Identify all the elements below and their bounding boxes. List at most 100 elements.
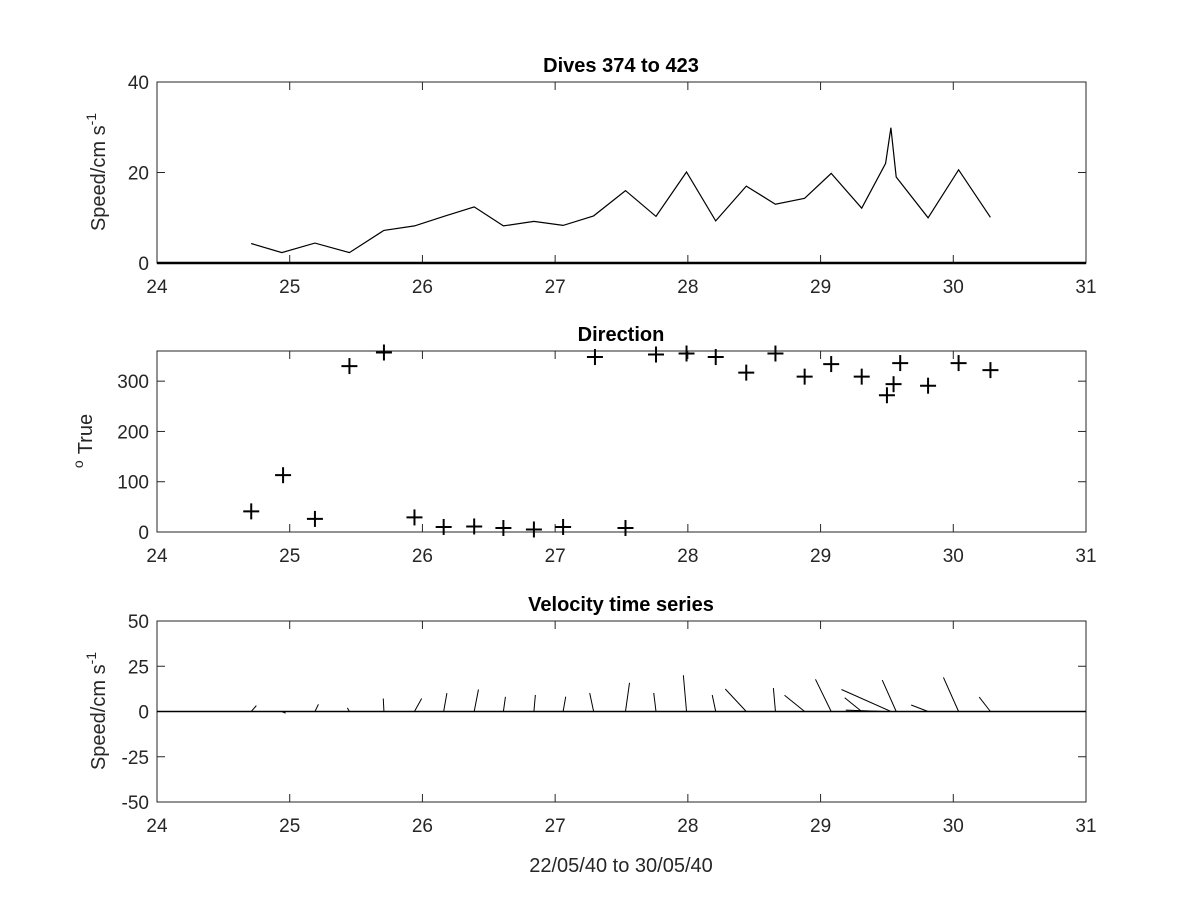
direction-xtick-label: 24 [146, 546, 168, 567]
direction-panel-ylabel: o True [70, 414, 97, 468]
direction-ytick-label: 0 [138, 523, 149, 544]
speed-xtick-label: 30 [943, 277, 964, 298]
speed-xtick-label: 24 [146, 277, 168, 298]
velocity-stick [784, 694, 805, 712]
direction-point [885, 376, 902, 393]
svg-text:oTrue: o True [70, 414, 97, 468]
velocity-stick [382, 698, 385, 712]
velocity-stick [815, 679, 832, 712]
velocity-stick [314, 704, 319, 712]
velocity-stick [772, 688, 776, 712]
velocity-ytick-label: -25 [122, 748, 149, 769]
velocity-ytick-label: 0 [138, 703, 149, 724]
direction-point [950, 355, 967, 372]
speed-xtick-label: 25 [279, 277, 300, 298]
velocity-xtick-label: 27 [545, 816, 566, 837]
velocity-xtick-label: 25 [279, 816, 300, 837]
svg-text:Speed/cm s-1: Speed/cm s-1 [83, 652, 110, 770]
velocity-stick [473, 689, 479, 712]
direction-point [435, 518, 452, 535]
velocity-stick [978, 696, 991, 712]
direction-xtick-label: 31 [1075, 546, 1096, 567]
velocity-stick [502, 696, 506, 712]
speed-xtick-label: 28 [677, 277, 698, 298]
direction-plot-frame [156, 350, 1087, 533]
velocity-stick [910, 704, 929, 712]
speed-xtick-label: 29 [810, 277, 831, 298]
velocity-xtick-label: 26 [412, 816, 433, 837]
velocity-stick [841, 689, 892, 712]
velocity-stick [414, 698, 423, 712]
velocity-stick [346, 707, 350, 712]
direction-point [892, 355, 909, 372]
speed-xtick-label: 27 [545, 277, 566, 298]
speed-series-line [251, 127, 991, 254]
speed-panel-ylabel-text: Speed/cm s [88, 125, 110, 231]
direction-point [767, 345, 784, 362]
velocity-stick [724, 688, 747, 712]
direction-point [275, 467, 292, 484]
direction-xtick-label: 26 [412, 546, 433, 567]
velocity-stick [624, 682, 631, 712]
velocity-stick [942, 677, 960, 712]
velocity-ytick-label: 50 [128, 612, 149, 633]
velocity-stick [250, 705, 257, 712]
velocity-panel: Velocity time series Speed/cm s-1 22/05/… [83, 594, 1097, 877]
velocity-stick [653, 692, 657, 712]
speed-ytick-label: 40 [128, 73, 149, 94]
velocity-stick [682, 675, 688, 712]
direction-ytick-label: 200 [117, 422, 149, 443]
direction-panel-title: Direction [578, 324, 665, 346]
velocity-xtick-label: 31 [1075, 816, 1096, 837]
direction-point [617, 519, 634, 536]
direction-point [341, 358, 358, 375]
direction-point [648, 346, 665, 363]
velocity-panel-ylabel-superscript: -1 [83, 652, 99, 665]
velocity-stick [589, 692, 595, 712]
speed-plot-frame [156, 81, 1087, 264]
direction-ytick-label: 100 [117, 473, 149, 494]
velocity-panel-ylabel: Speed/cm s-1 [83, 652, 110, 770]
direction-point [406, 509, 423, 526]
velocity-stick [281, 711, 286, 714]
direction-point [375, 344, 392, 361]
direction-point [982, 362, 999, 379]
direction-point [306, 510, 323, 527]
direction-panel: Direction o True 24 25 26 27 28 29 30 31 0 100 200 3… [70, 324, 1097, 567]
velocity-stick [711, 694, 717, 712]
svg-text:Speed/cm s-1: Speed/cm s-1 [83, 113, 110, 231]
speed-panel: Dives 374 to 423 Speed/cm s-1 24 25 26 27 28… [83, 55, 1097, 298]
direction-point [586, 349, 603, 366]
direction-point [823, 356, 840, 373]
velocity-stick [881, 679, 897, 712]
speed-ytick-label: 20 [128, 164, 149, 185]
direction-point [495, 519, 512, 536]
speed-xtick-label: 26 [412, 277, 433, 298]
direction-xtick-label: 29 [810, 546, 831, 567]
velocity-panel-xlabel: 22/05/40 to 30/05/40 [529, 855, 713, 877]
velocity-xtick-label: 29 [810, 816, 831, 837]
direction-point [525, 521, 542, 538]
direction-point [555, 518, 572, 535]
velocity-stick [443, 693, 448, 712]
speed-xtick-label: 31 [1075, 277, 1096, 298]
velocity-stick [533, 694, 536, 712]
direction-point [796, 368, 813, 385]
velocity-stick [845, 709, 886, 712]
direction-panel-ylabel-text: True [75, 414, 97, 454]
direction-panel-ylabel-superscript: o [70, 460, 86, 468]
direction-xtick-label: 30 [943, 546, 964, 567]
speed-panel-ylabel-superscript: -1 [83, 113, 99, 126]
velocity-ytick-label: 25 [128, 657, 149, 678]
direction-xtick-label: 27 [545, 546, 566, 567]
velocity-stick [844, 697, 863, 712]
velocity-stick [562, 696, 567, 712]
direction-xtick-label: 28 [677, 546, 698, 567]
direction-ytick-label: 300 [117, 372, 149, 393]
direction-point [678, 345, 695, 362]
direction-point [243, 503, 260, 520]
direction-point [738, 364, 755, 381]
direction-point [853, 368, 870, 385]
direction-point [707, 349, 724, 366]
